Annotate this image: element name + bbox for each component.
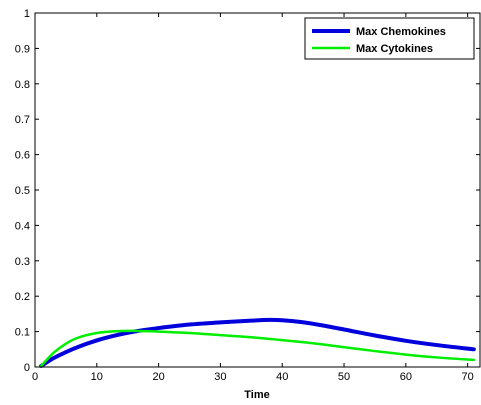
y-tick-label: 0.1 (15, 327, 30, 339)
y-tick-label: 1 (24, 8, 30, 20)
y-tick-label: 0.4 (15, 220, 30, 232)
x-tick-label: 70 (462, 371, 474, 383)
series-line-chemokines (39, 317, 476, 368)
plot-area (35, 13, 481, 367)
y-tick-label: 0 (24, 362, 30, 374)
x-tick-label: 50 (338, 371, 350, 383)
x-tick-label: 40 (276, 371, 288, 383)
y-tick-label: 0.2 (15, 291, 30, 303)
x-tick-label: 30 (214, 371, 226, 383)
x-tick-label: 60 (400, 371, 412, 383)
legend-label-chemokines: Max Chemokines (356, 26, 446, 38)
x-tick-label: 10 (91, 371, 103, 383)
legend: Max Chemokines Max Cytokines (304, 17, 475, 60)
y-tick-label: 0.8 (15, 79, 30, 91)
legend-label-cytokines: Max Cytokines (356, 43, 433, 55)
y-tick-label: 0.9 (15, 43, 30, 55)
x-tick-label: 0 (32, 371, 38, 383)
legend-box (304, 17, 475, 60)
y-tick-label: 0.6 (15, 150, 30, 162)
series-line-cytokines (39, 329, 476, 368)
y-tick-label: 0.5 (15, 185, 30, 197)
x-axis-title: Time (244, 389, 269, 401)
x-tick-label: 20 (152, 371, 164, 383)
y-tick-label: 0.7 (15, 114, 30, 126)
ticks-layer: 0 10 20 30 40 50 60 70 0 0.1 0.2 0.3 0.4 0.5 0.6 0.7 0.8… (15, 8, 480, 383)
y-tick-label: 0.3 (15, 256, 30, 268)
series-layer (39, 317, 476, 368)
